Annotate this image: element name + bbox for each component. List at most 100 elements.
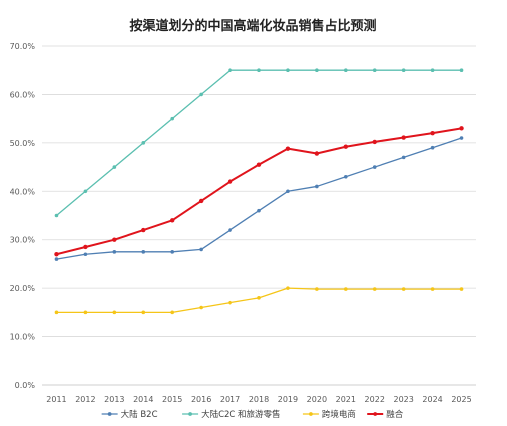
data-point (112, 237, 117, 242)
legend-marker (188, 412, 192, 416)
data-point (54, 213, 59, 218)
data-point (372, 165, 377, 169)
data-point (141, 310, 146, 315)
legend-marker (373, 412, 378, 416)
data-point (315, 184, 319, 189)
data-point (401, 155, 406, 160)
data-point (112, 250, 117, 254)
series-1 (54, 136, 464, 261)
legend-label: 大陆C2C 和旅游零售 (201, 409, 280, 420)
x-tick-label: 2017 (220, 395, 240, 404)
data-point (54, 252, 59, 257)
legend-label: 大陆 B2C (121, 409, 158, 420)
series-line (56, 137, 462, 260)
data-point (141, 227, 146, 233)
data-point (257, 296, 261, 300)
data-point (459, 68, 464, 73)
chart-title: 按渠道划分的中国高端化妆品销售占比预测 (129, 18, 376, 34)
x-tick-label: 2022 (365, 395, 385, 404)
series-3 (54, 286, 464, 315)
data-point (199, 247, 203, 252)
x-tick-label: 2020 (307, 395, 327, 404)
data-point (372, 68, 377, 73)
legend-label: 跨境电商 (322, 409, 356, 420)
data-point (285, 146, 291, 151)
data-point (54, 310, 59, 315)
y-tick-label: 10.0% (10, 333, 36, 342)
x-tick-label: 2012 (75, 395, 95, 404)
data-point (372, 139, 377, 145)
legend-marker (309, 412, 313, 416)
data-point (344, 68, 348, 73)
data-point (170, 250, 174, 254)
x-tick-label: 2013 (104, 395, 124, 404)
data-point (228, 68, 232, 73)
legend-item: 融合 (367, 409, 404, 420)
data-point (199, 305, 203, 310)
x-tick-label: 2024 (422, 395, 442, 404)
data-point (83, 310, 88, 315)
data-point (401, 287, 406, 291)
data-point (286, 189, 290, 194)
data-point (430, 130, 435, 136)
data-point (430, 68, 435, 73)
x-tick-label: 2011 (46, 395, 66, 404)
data-point (459, 126, 464, 131)
data-point (83, 252, 88, 257)
data-point (199, 92, 203, 97)
data-point (430, 145, 435, 150)
series-layer (54, 68, 464, 315)
data-point (286, 68, 290, 73)
data-point (170, 310, 174, 315)
y-tick-label: 20.0% (10, 284, 36, 293)
data-point (315, 68, 319, 73)
y-tick-label: 50.0% (10, 139, 36, 148)
legend-marker (107, 412, 112, 416)
series-4 (54, 126, 464, 257)
data-point (401, 68, 406, 73)
data-point (112, 165, 117, 169)
x-tick-label: 2018 (249, 395, 269, 404)
data-point (170, 116, 174, 121)
legend-item: 大陆C2C 和旅游零售 (182, 409, 281, 420)
axes: 0.0% 10.0% 20.0% 30.0% 40.0% 50.0% 60.0% 70.0% 2… (10, 42, 472, 404)
data-point (170, 218, 175, 223)
data-point (198, 198, 204, 204)
x-tick-label: 2023 (393, 395, 413, 404)
data-point (83, 244, 88, 250)
y-tick-label: 60.0% (10, 90, 36, 99)
data-point (228, 228, 232, 232)
legend-item: 大陆 B2C (101, 409, 158, 420)
x-tick-label: 2021 (336, 395, 356, 404)
series-line (56, 287, 462, 314)
x-tick-label: 2015 (162, 395, 182, 404)
y-tick-label: 70.0% (10, 42, 36, 51)
legend-label: 融合 (386, 409, 404, 420)
data-point (459, 287, 464, 291)
data-point (257, 68, 261, 73)
y-tick-label: 0.0% (15, 381, 36, 390)
data-point (314, 151, 320, 156)
data-point (112, 310, 117, 315)
legend: 大陆 B2C 大陆C2C 和旅游零售 跨境电商 融合 (101, 409, 404, 420)
data-point (401, 135, 406, 140)
data-point (141, 250, 146, 254)
x-tick-label: 2014 (133, 395, 153, 404)
data-point (256, 162, 262, 167)
x-tick-label: 2025 (451, 395, 471, 404)
x-tick-label: 2019 (278, 395, 298, 404)
y-tick-label: 40.0% (10, 187, 36, 196)
legend-item: 跨境电商 (302, 409, 356, 420)
series-2 (54, 68, 464, 218)
gridlines (42, 45, 476, 386)
data-point (141, 141, 146, 145)
data-point (459, 136, 464, 140)
y-tick-label: 30.0% (10, 236, 36, 245)
data-point (286, 286, 290, 290)
data-point (430, 287, 435, 291)
data-point (54, 257, 59, 261)
data-point (343, 144, 348, 149)
data-point (83, 189, 88, 194)
data-point (344, 174, 348, 179)
